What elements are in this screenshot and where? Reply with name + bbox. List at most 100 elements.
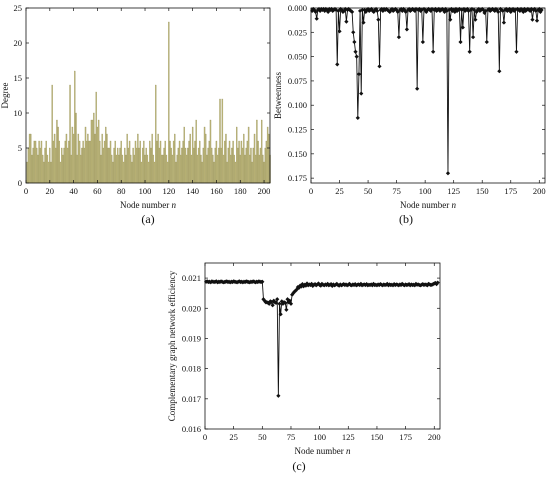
bar: [150, 147, 152, 184]
data-point: [427, 7, 432, 13]
data-point: [328, 7, 333, 13]
bar: [89, 140, 91, 184]
data-point: [460, 25, 465, 30]
bar: [174, 133, 176, 184]
bar: [30, 133, 32, 184]
bar: [205, 133, 207, 184]
x-tick-label: 150: [476, 186, 489, 196]
data-point: [367, 8, 372, 14]
bar: [156, 140, 158, 184]
data-point: [530, 17, 535, 22]
data-point: [311, 6, 316, 12]
data-point: [335, 62, 340, 67]
bar: [84, 126, 87, 184]
bar: [114, 140, 116, 184]
y-tick-label: 0.020: [182, 303, 201, 313]
bar: [212, 154, 214, 184]
data-point: [352, 39, 357, 45]
bar: [237, 147, 239, 184]
bar: [107, 147, 109, 184]
bar: [61, 147, 63, 184]
bar: [233, 154, 235, 184]
bar: [260, 119, 263, 184]
bar: [88, 140, 90, 184]
bar: [138, 147, 140, 184]
bar: [219, 98, 221, 184]
bar: [199, 140, 201, 184]
data-point: [319, 6, 324, 12]
data-point: [445, 171, 451, 176]
data-point: [520, 7, 525, 13]
data-point: [356, 72, 362, 77]
y-tick-label: 0: [18, 178, 22, 188]
bar: [140, 161, 143, 184]
x-tick-label: 175: [504, 186, 517, 196]
data-point: [416, 7, 421, 13]
data-point: [316, 281, 321, 286]
data-point: [288, 301, 294, 306]
data-point: [271, 298, 276, 303]
bar: [175, 161, 177, 184]
x-tick-label: 75: [392, 186, 401, 196]
y-tick-label: 10: [14, 108, 23, 118]
bar: [105, 126, 107, 184]
bar: [41, 154, 44, 184]
data-point: [466, 8, 471, 14]
bar: [78, 140, 81, 184]
bar: [72, 133, 75, 184]
bar: [158, 147, 160, 184]
bar: [234, 161, 237, 184]
bar: [196, 154, 199, 184]
bar: [26, 161, 28, 184]
bar: [77, 133, 80, 184]
bar: [215, 140, 218, 184]
bar: [99, 140, 101, 184]
bar: [181, 147, 183, 184]
x-tick-label: 140: [186, 186, 199, 196]
bar: [240, 140, 243, 184]
bar: [38, 140, 40, 184]
bar: [133, 154, 135, 184]
data-point: [344, 19, 349, 24]
x-tick-label: 40: [69, 186, 78, 196]
y-tick-label: 0.000: [288, 3, 307, 13]
data-point: [433, 280, 438, 286]
data-point: [462, 8, 468, 14]
data-point: [376, 17, 381, 22]
bar: [214, 147, 216, 184]
data-point: [362, 7, 367, 13]
data-point: [534, 18, 540, 23]
data-point: [342, 8, 347, 14]
chart-panel-a: 0 20 40 60 80 100 120 140 160 180 200 0 5 10 15 20 25 Nod…: [0, 3, 271, 226]
data-point: [273, 300, 279, 305]
y-axis-label: Complementary graph network efficiency: [167, 270, 177, 421]
bar: [253, 133, 256, 184]
data-point: [470, 35, 476, 40]
bar: [159, 140, 162, 184]
chart-panel-c: 0 25 50 75 100 125 150 175 200 0.016 0.017 0.018 0.0…: [167, 262, 441, 473]
bar: [258, 154, 260, 184]
data-point: [496, 9, 501, 14]
x-axis-label: Node number n: [400, 200, 457, 210]
bar: [200, 154, 202, 184]
data-point: [331, 7, 336, 13]
bar: [149, 140, 151, 184]
bar: [263, 161, 265, 184]
bar: [112, 161, 114, 184]
data-point: [355, 115, 360, 120]
bar: [69, 84, 71, 184]
bar: [162, 154, 164, 184]
data-point: [336, 8, 341, 14]
x-tick-label: 100: [313, 432, 326, 442]
data-point: [473, 17, 478, 22]
bar: [82, 140, 84, 184]
data-point: [492, 8, 497, 14]
bar: [49, 147, 51, 184]
bar: [226, 161, 228, 184]
bar: [102, 147, 105, 184]
bar: [122, 161, 125, 184]
data-point: [485, 7, 491, 13]
data-point: [442, 9, 447, 14]
y-tick-label: 5: [18, 143, 22, 153]
data-point: [301, 284, 306, 289]
